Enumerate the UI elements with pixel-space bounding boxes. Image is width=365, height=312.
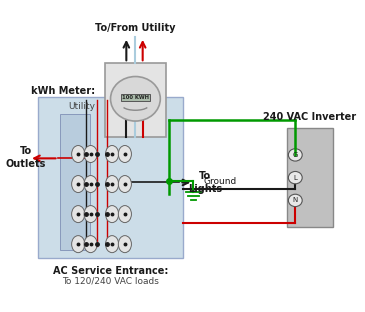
Text: L: L [293, 175, 297, 181]
Text: 240 VAC Inverter: 240 VAC Inverter [264, 112, 357, 122]
FancyBboxPatch shape [287, 128, 333, 227]
Ellipse shape [84, 176, 97, 193]
Text: kWh Meter:: kWh Meter: [31, 86, 95, 96]
FancyBboxPatch shape [105, 63, 166, 138]
FancyBboxPatch shape [121, 94, 150, 101]
Ellipse shape [118, 206, 131, 222]
Ellipse shape [72, 145, 85, 163]
Ellipse shape [118, 236, 131, 253]
Text: G: G [293, 152, 298, 158]
Text: N: N [293, 197, 298, 203]
Circle shape [111, 76, 160, 121]
Circle shape [288, 149, 302, 161]
Ellipse shape [72, 176, 85, 193]
Circle shape [288, 194, 302, 207]
Ellipse shape [84, 145, 97, 163]
Ellipse shape [84, 206, 97, 222]
Ellipse shape [105, 206, 119, 222]
Ellipse shape [118, 176, 131, 193]
Ellipse shape [72, 236, 85, 253]
Ellipse shape [118, 145, 131, 163]
Circle shape [288, 172, 302, 184]
Ellipse shape [105, 236, 119, 253]
Text: Lights: Lights [188, 184, 223, 194]
FancyBboxPatch shape [38, 97, 183, 258]
Text: To/From Utility: To/From Utility [95, 23, 176, 33]
Text: Outlets: Outlets [5, 159, 46, 169]
Text: 100 KWH: 100 KWH [122, 95, 149, 100]
Text: AC Service Entrance:: AC Service Entrance: [53, 266, 168, 276]
Text: To 120/240 VAC loads: To 120/240 VAC loads [62, 277, 159, 286]
Text: To: To [20, 146, 32, 156]
Ellipse shape [105, 145, 119, 163]
FancyBboxPatch shape [60, 114, 90, 250]
Text: Ground: Ground [204, 177, 237, 186]
Ellipse shape [84, 236, 97, 253]
Text: Utility: Utility [68, 102, 95, 111]
Ellipse shape [105, 176, 119, 193]
Ellipse shape [72, 206, 85, 222]
Text: To: To [199, 171, 211, 181]
